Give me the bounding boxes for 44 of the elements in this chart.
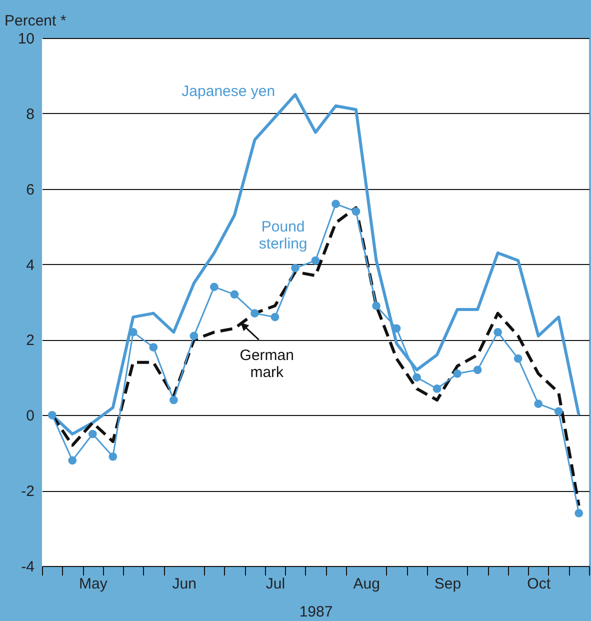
point [412, 373, 421, 382]
point [270, 312, 280, 322]
y-tick-label: -2 [21, 483, 34, 500]
point [68, 456, 77, 465]
y-tick-label: 2 [26, 332, 34, 350]
point [534, 400, 543, 408]
point [311, 256, 320, 265]
point [432, 384, 442, 393]
y-axis-title: Percent * [4, 12, 66, 30]
point [149, 343, 158, 352]
point [88, 430, 97, 438]
point [372, 302, 380, 310]
point [473, 366, 482, 374]
y-tick-label: 8 [26, 106, 34, 123]
y-tick-label: 10 [18, 30, 34, 48]
point [108, 452, 118, 461]
point [170, 396, 178, 404]
x-tick-label: Jun [172, 576, 196, 592]
point [554, 407, 563, 416]
point [250, 309, 259, 318]
x-tick-label: Oct [527, 576, 552, 592]
y-tick-label: 4 [26, 256, 34, 274]
point [230, 290, 239, 299]
point [574, 509, 584, 518]
y-tick-label: 6 [26, 181, 34, 198]
x-tick-label: Aug [353, 576, 380, 592]
point [332, 200, 340, 208]
point [494, 328, 502, 336]
point [291, 264, 300, 272]
point [210, 282, 218, 292]
x-axis-title: 1987 [299, 604, 333, 620]
point [48, 410, 56, 420]
point [453, 369, 462, 378]
legend-label: German mark [240, 346, 294, 381]
point [352, 207, 360, 216]
y-tick-label: 0 [26, 408, 34, 425]
point [190, 332, 198, 340]
y-tick-label: -4 [21, 558, 34, 576]
series-label: Japanese yen [182, 82, 276, 100]
x-tick-label: Jul [266, 576, 286, 592]
series-label: Pound sterling [258, 218, 308, 253]
point [514, 354, 522, 363]
x-tick-label: Sep [434, 576, 462, 592]
x-tick-label: May [78, 576, 108, 592]
